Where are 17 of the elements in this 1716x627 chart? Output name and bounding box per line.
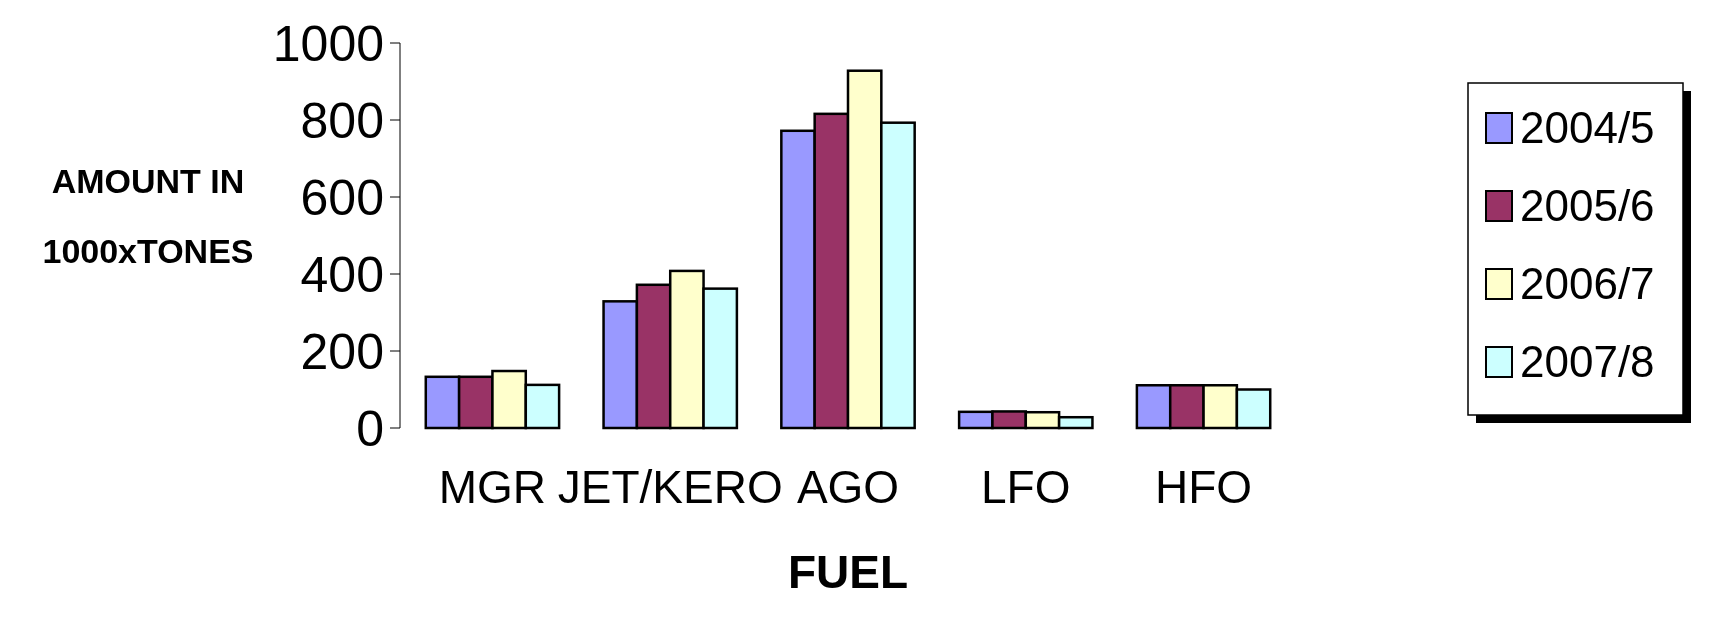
legend-label: 2005/6	[1520, 181, 1655, 231]
x-tick-label: LFO	[981, 461, 1071, 513]
y-tick-label: 0	[356, 400, 384, 457]
y-tick-label: 600	[300, 169, 384, 226]
legend-label: 2006/7	[1520, 259, 1655, 309]
y-tick-label: 1000	[272, 15, 384, 72]
x-axis-title: FUEL	[787, 546, 909, 598]
y-tick-label: 400	[300, 246, 384, 303]
x-tick-label: MGR	[438, 461, 547, 513]
y-axis-title: AMOUNT IN 1000xTONES	[42, 162, 254, 270]
x-tick-label: AGO	[796, 461, 900, 513]
legend-label: 2004/5	[1520, 103, 1655, 153]
y-tick-label: 800	[300, 92, 384, 149]
x-tick-label: HFO	[1155, 461, 1253, 513]
x-tick-label: JET/KERO	[557, 461, 783, 513]
legend-label: 2007/8	[1520, 337, 1655, 387]
y-tick-label: 200	[300, 323, 384, 380]
